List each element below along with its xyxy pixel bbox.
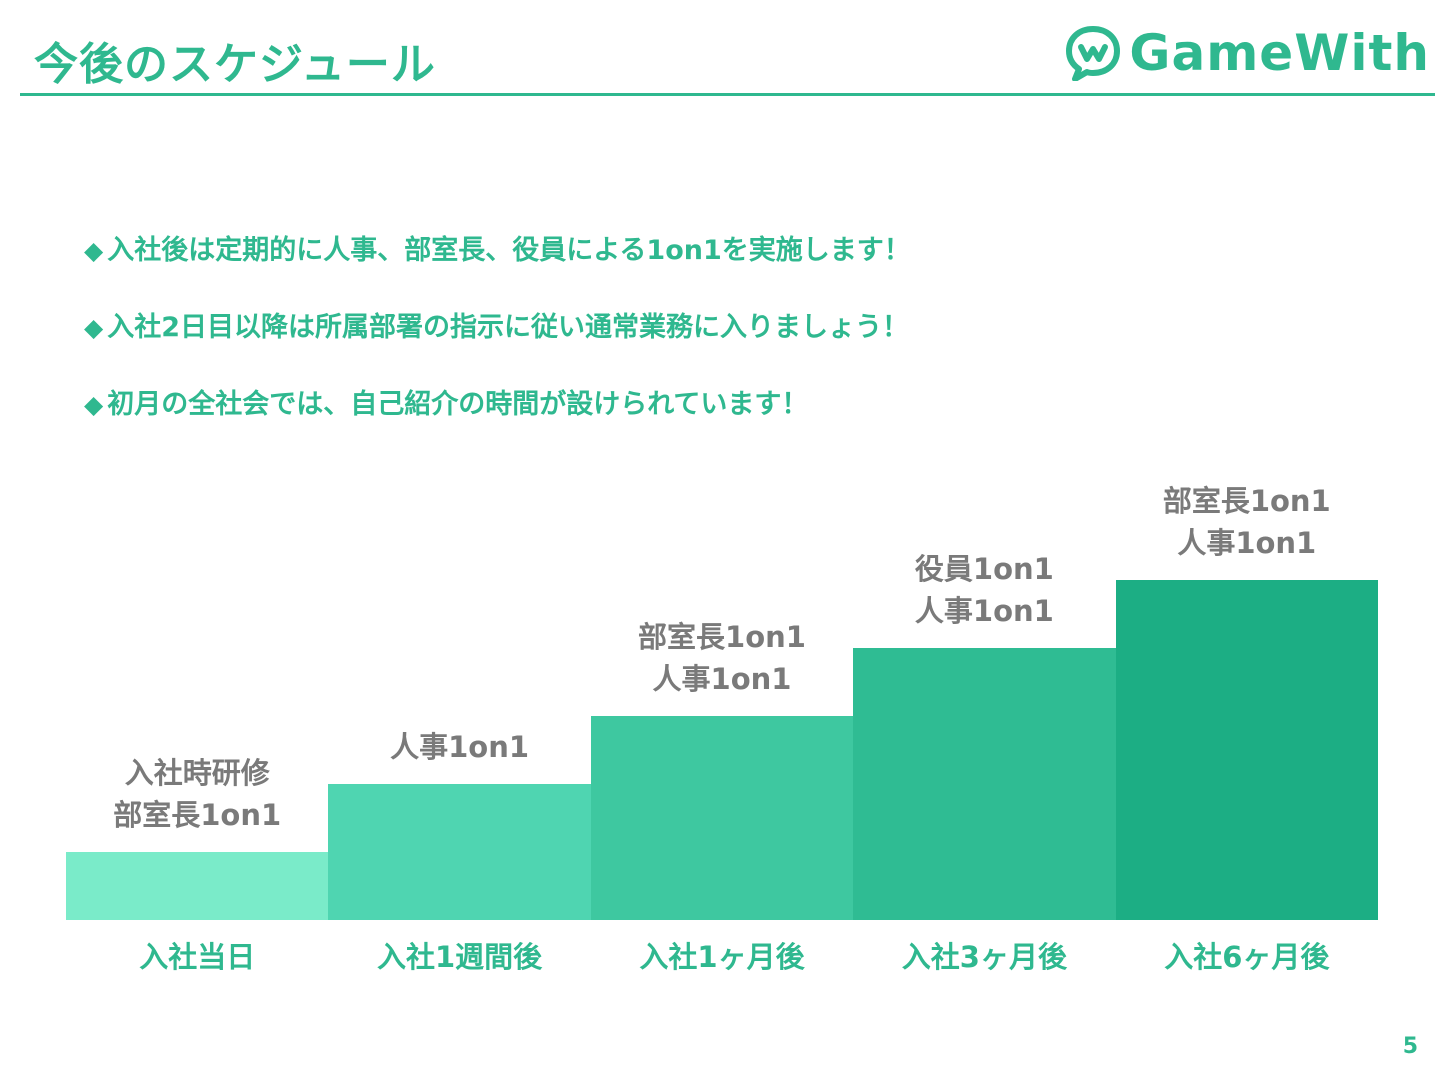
gamewith-logo-text: GameWith bbox=[1129, 24, 1430, 82]
diamond-bullet-icon: ◆ bbox=[84, 389, 104, 419]
diamond-bullet-icon: ◆ bbox=[84, 312, 104, 342]
info-bullet-list: ◆ 入社後は定期的に人事、部室長、役員による1on1を実施します！ ◆ 入社2日… bbox=[84, 212, 911, 443]
schedule-step-events: 入社時研修部室長1on1 bbox=[66, 752, 328, 836]
schedule-event: 人事1on1 bbox=[1177, 526, 1317, 560]
schedule-event: 部室長1on1 bbox=[638, 620, 806, 654]
page-number: 5 bbox=[1402, 1034, 1418, 1059]
schedule-step-category: 入社1週間後 bbox=[376, 940, 543, 974]
schedule-step-category: 入社6ヶ月後 bbox=[1164, 940, 1330, 974]
schedule-step-category: 入社1ヶ月後 bbox=[639, 940, 805, 974]
schedule-event: 役員1on1 bbox=[914, 552, 1054, 586]
schedule-step-events: 部室長1on1 人事1on1 bbox=[1116, 480, 1378, 564]
info-bullet: ◆ 入社後は定期的に人事、部室長、役員による1on1を実施します！ bbox=[84, 212, 911, 289]
schedule-step-block bbox=[590, 716, 854, 920]
info-bullet: ◆ 初月の全社会では、自己紹介の時間が設けられています！ bbox=[84, 366, 911, 443]
schedule-event: 人事1on1 bbox=[652, 662, 792, 696]
schedule-step-events: 役員1on1 人事1on1 bbox=[853, 548, 1115, 632]
schedule-step-events: 部室長1on1 人事1on1 bbox=[591, 616, 853, 700]
schedule-step-block bbox=[853, 648, 1117, 920]
schedule-step-block bbox=[328, 784, 592, 920]
schedule-step-block bbox=[66, 852, 329, 920]
schedule-event: 部室長1on1 bbox=[113, 798, 282, 832]
info-bullet: ◆ 入社2日目以降は所属部署の指示に従い通常業務に入りましょう！ bbox=[84, 289, 911, 366]
schedule-event: 人事1on1 bbox=[914, 594, 1054, 628]
gamewith-logo-icon bbox=[1066, 26, 1121, 81]
schedule-step-category: 入社当日 bbox=[139, 940, 256, 974]
schedule-event: 入社時研修 bbox=[124, 756, 270, 790]
page-title: 今後のスケジュール bbox=[34, 39, 436, 90]
schedule-step-category: 入社3ヶ月後 bbox=[901, 940, 1067, 974]
info-bullet-text: 入社2日目以降は所属部署の指示に従い通常業務に入りましょう！ bbox=[107, 311, 910, 343]
diamond-bullet-icon: ◆ bbox=[84, 235, 104, 265]
info-bullet-text: 入社後は定期的に人事、部室長、役員による1on1を実施します！ bbox=[107, 234, 911, 266]
schedule-step-events: 人事1on1 bbox=[328, 726, 590, 768]
gamewith-logo: GameWith bbox=[1065, 24, 1430, 82]
info-bullet-text: 初月の全社会では、自己紹介の時間が設けられています！ bbox=[107, 388, 809, 420]
schedule-step-block bbox=[1115, 580, 1379, 920]
header-divider bbox=[20, 93, 1435, 96]
schedule-event: 人事1on1 bbox=[390, 730, 530, 764]
schedule-event: 部室長1on1 bbox=[1162, 484, 1331, 518]
